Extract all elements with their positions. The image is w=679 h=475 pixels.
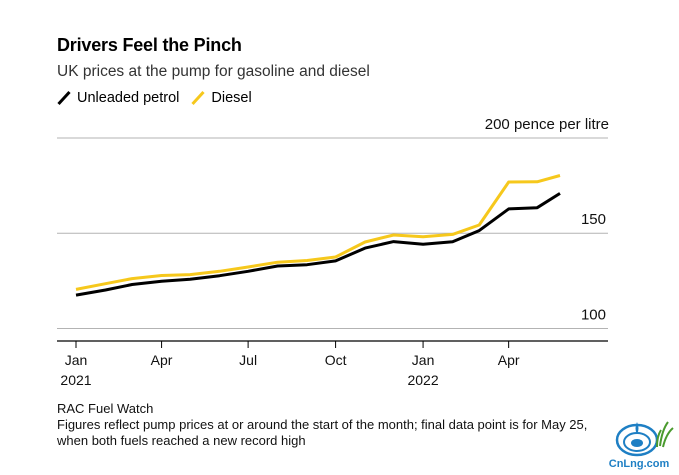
- line-chart: 100 150 Jan 2021 Apr Jul Oct Jan 2022 Apr: [57, 137, 608, 388]
- y-tick-label: 150: [581, 211, 606, 228]
- source-note: RAC Fuel Watch: [57, 401, 154, 416]
- x-tick-label: Apr: [151, 352, 173, 368]
- logo-text: CnLng.com: [609, 458, 670, 470]
- x-tick-label: Jul: [239, 352, 257, 368]
- series-line-petrol: [75, 192, 561, 297]
- legend: Unleaded petrol Diesel: [57, 90, 264, 106]
- legend-item-diesel: Diesel: [191, 90, 252, 106]
- petrol-line-icon: [57, 90, 71, 106]
- x-tick-label: Apr: [498, 352, 520, 368]
- legend-label-diesel: Diesel: [211, 90, 252, 106]
- y-tick-labels: 100 150: [581, 211, 606, 323]
- x-tick-year-label: 2022: [407, 372, 438, 388]
- y-tick-label: 100: [581, 306, 606, 323]
- legend-item-petrol: Unleaded petrol: [57, 90, 179, 106]
- series-line-diesel: [75, 174, 561, 291]
- chart-subtitle: UK prices at the pump for gasoline and d…: [57, 63, 370, 80]
- x-axis: Jan 2021 Apr Jul Oct Jan 2022 Apr: [57, 340, 608, 388]
- x-tick-label: Jan: [412, 352, 435, 368]
- cnlng-logo: CnLng.com: [609, 421, 674, 470]
- x-tick-label: Jan: [65, 352, 88, 368]
- series-lines: [75, 174, 561, 297]
- x-tick-label: Oct: [325, 352, 347, 368]
- diesel-line-icon: [191, 90, 205, 106]
- footnote: Figures reflect pump prices at or around…: [57, 417, 588, 448]
- x-tick-year-label: 2021: [60, 372, 91, 388]
- legend-label-petrol: Unleaded petrol: [77, 90, 180, 106]
- chart-title: Drivers Feel the Pinch: [57, 35, 242, 55]
- gridlines: [57, 137, 608, 329]
- y-axis-unit-label: 200 pence per litre: [484, 116, 609, 133]
